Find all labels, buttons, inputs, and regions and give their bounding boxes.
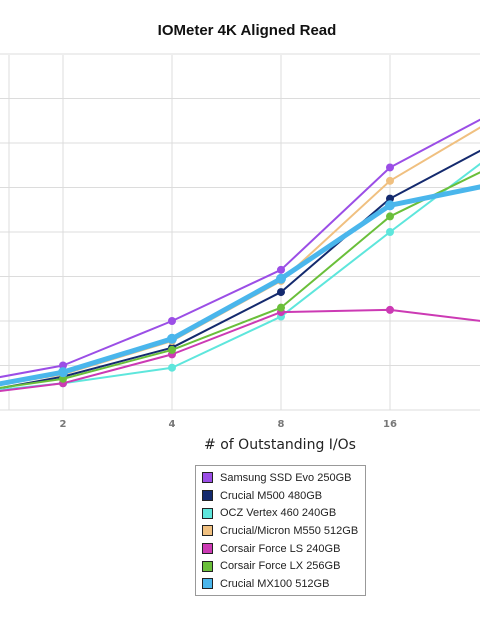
x-tick-label: 8 [278,419,285,430]
legend-swatch [202,578,213,590]
legend-swatch [202,525,213,537]
data-point [386,194,394,203]
legend-label: Corsair Force LX 256GB [220,560,341,573]
legend-swatch [202,560,213,572]
data-point [168,345,176,354]
series-line [0,308,480,393]
legend-item[interactable]: Corsair Force LS 240GB [202,540,359,558]
data-point [168,363,176,372]
series-line [0,118,480,379]
series-lines [0,118,480,393]
x-axis-label: # of Outstanding I/Os [204,437,356,453]
legend-label: Crucial M500 480GB [220,489,323,502]
x-tick-label: 2 [60,419,67,430]
data-point [167,333,177,344]
legend-label: Corsair Force LS 240GB [220,542,341,555]
data-point [58,367,68,378]
legend-swatch [202,507,213,519]
data-point [385,200,395,211]
data-point [277,288,285,297]
legend-swatch [202,543,213,555]
legend-item[interactable]: Crucial MX100 512GB [202,575,359,593]
legend-item[interactable]: Corsair Force LX 256GB [202,557,359,575]
series-line [0,171,480,389]
data-point [59,374,67,383]
data-point [277,265,285,274]
series-line [0,162,480,391]
data-point [386,228,394,236]
legend-item[interactable]: Crucial/Micron M550 512GB [202,522,359,540]
legend-label: Crucial/Micron M550 512GB [220,524,359,537]
x-axis-ticks: 2 4 8 16 [60,419,397,430]
series-line [0,184,480,387]
chart-title: IOMeter 4K Aligned Read [158,22,337,39]
legend-items: Samsung SSD Evo 250GB Crucial M500 480GB O… [202,469,359,593]
legend-item[interactable]: Samsung SSD Evo 250GB [202,469,359,487]
series-line [0,149,480,390]
x-tick-label: 4 [169,419,176,430]
legend-swatch [202,472,213,484]
data-point [386,176,394,185]
data-point [276,273,286,284]
data-point [59,361,67,370]
legend-label: Samsung SSD Evo 250GB [220,471,352,484]
legend-item[interactable]: Crucial M500 480GB [202,487,359,505]
data-point [386,212,394,221]
data-point [277,303,285,312]
data-point [386,305,394,314]
chart-legend: Samsung SSD Evo 250GB Crucial M500 480GB O… [195,465,366,596]
legend-label: Crucial MX100 512GB [220,577,330,590]
data-point [386,163,394,172]
legend-swatch [202,490,213,502]
legend-label: OCZ Vertex 460 240GB [220,507,337,520]
data-point [168,317,176,325]
x-tick-label: 16 [383,419,397,430]
chart-grid [0,53,480,411]
legend-item[interactable]: OCZ Vertex 460 240GB [202,504,359,522]
